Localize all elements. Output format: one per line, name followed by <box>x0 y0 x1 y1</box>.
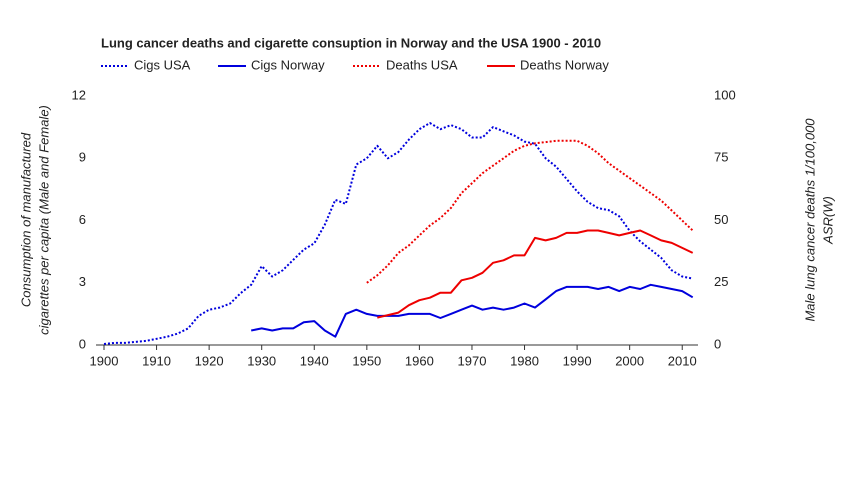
y2-tick-label: 50 <box>714 212 728 227</box>
x-tick-label: 1940 <box>300 353 329 368</box>
series-line <box>366 139 694 284</box>
legend-label: Cigs USA <box>134 57 191 72</box>
x-tick-label: 1970 <box>458 353 487 368</box>
y2-tick-label: 100 <box>714 87 736 102</box>
y2-tick-label: 0 <box>714 336 721 351</box>
y-tick-label: 3 <box>79 274 86 289</box>
y-axis-title-line: cigarettes per capita (Male and Female) <box>36 105 51 335</box>
legend-label: Deaths USA <box>386 57 458 72</box>
y-tick-label: 12 <box>72 87 86 102</box>
y2-tick-label: 75 <box>714 150 728 165</box>
series-line <box>377 229 694 319</box>
y2-axis-title-line: Male lung cancer deaths 1/100,000 <box>802 118 817 322</box>
y2-axis-title: Male lung cancer deaths 1/100,000 ASR(W) <box>802 118 835 322</box>
x-tick-label: 1990 <box>563 353 592 368</box>
x-tick-label: 1920 <box>195 353 224 368</box>
series-line <box>251 283 694 338</box>
series-line <box>103 122 693 345</box>
y-axis-title-line: Consumption of manufactured <box>18 132 33 307</box>
chart-title: Lung cancer deaths and cigarette consupt… <box>101 35 601 50</box>
x-tick-label: 2000 <box>615 353 644 368</box>
y2-tick-label: 25 <box>714 274 728 289</box>
y-axis-title: Consumption of manufactured cigarettes p… <box>18 105 51 335</box>
x-tick-label: 1980 <box>510 353 539 368</box>
x-tick-label: 1960 <box>405 353 434 368</box>
x-tick-label: 1910 <box>142 353 171 368</box>
legend-label: Deaths Norway <box>520 57 609 72</box>
y-tick-label: 0 <box>79 336 86 351</box>
x-tick-label: 1950 <box>352 353 381 368</box>
x-tick-label: 1900 <box>90 353 119 368</box>
x-tick-label: 1930 <box>247 353 276 368</box>
y-tick-label: 6 <box>79 212 86 227</box>
y2-axis-title-line: ASR(W) <box>820 196 835 245</box>
y-tick-label: 9 <box>79 150 86 165</box>
legend-label: Cigs Norway <box>251 57 325 72</box>
x-tick-label: 2010 <box>668 353 697 368</box>
